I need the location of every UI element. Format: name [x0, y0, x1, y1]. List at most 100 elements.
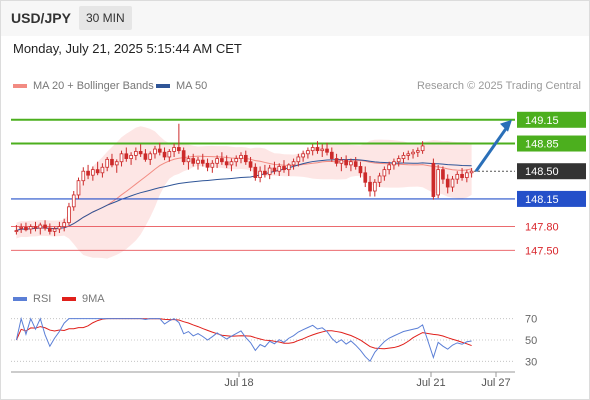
- candle-body: [445, 178, 450, 188]
- candle-body: [43, 224, 47, 229]
- candle-body: [172, 147, 176, 152]
- candle-body: [243, 154, 248, 163]
- candle-body: [119, 153, 124, 163]
- candle-body: [291, 161, 296, 166]
- forecast-arrow-head: [500, 119, 512, 132]
- candle-body: [57, 226, 62, 230]
- candle-body: [441, 169, 445, 180]
- candle-body: [177, 147, 181, 152]
- legend-9ma: 9MA: [62, 293, 105, 305]
- candle-body: [196, 159, 200, 164]
- resistance-label-box: [517, 135, 586, 152]
- legend-bollinger-label: MA 20 + Bollinger Bands: [33, 80, 154, 92]
- candle-body: [358, 166, 363, 174]
- rsi-tick-label: 50: [525, 335, 537, 347]
- x-tick-label: Jul 18: [224, 377, 253, 389]
- candle-body: [253, 166, 258, 178]
- candle-body: [181, 150, 186, 163]
- candle-body: [363, 172, 368, 183]
- candle-body: [38, 224, 43, 229]
- ma50-swatch: [156, 84, 170, 88]
- pair-title: USD/JPY: [11, 10, 71, 26]
- candle-body: [420, 145, 425, 152]
- ma50-line: [16, 159, 472, 232]
- candle-body: [14, 230, 19, 232]
- candle-body: [382, 169, 387, 177]
- candle-body: [368, 181, 372, 192]
- candle-body: [406, 153, 411, 156]
- minor-support-label: 147.80: [525, 222, 559, 234]
- candle-body: [455, 173, 460, 180]
- candle-body: [450, 178, 455, 188]
- candle-body: [263, 170, 267, 175]
- candle-body: [401, 154, 406, 159]
- legend-rsi-label: RSI: [33, 293, 52, 305]
- candle-body: [138, 151, 143, 155]
- rsi-line: [15, 316, 472, 363]
- candle-body: [124, 153, 129, 159]
- support-label-box: [517, 190, 586, 207]
- candle-body: [258, 170, 262, 178]
- candle-body: [248, 161, 253, 168]
- ma9-swatch: [62, 297, 76, 301]
- candle-body: [415, 150, 420, 153]
- candle-body: [296, 156, 301, 163]
- candle-body: [215, 158, 219, 164]
- candle-body: [148, 153, 153, 160]
- candle-body: [91, 169, 95, 176]
- candle-body: [62, 222, 67, 228]
- candle-body: [411, 151, 415, 155]
- rsi-swatch: [13, 297, 27, 301]
- legend-rsi: RSI: [13, 293, 51, 305]
- candle-body: [200, 159, 205, 164]
- legend-ma50: MA 50: [156, 80, 207, 92]
- candle-body: [186, 158, 191, 163]
- candle-body: [76, 180, 81, 196]
- resistance-label-box: [517, 111, 586, 128]
- timestamp: Monday, July 21, 2025 5:15:44 AM CET: [13, 41, 242, 56]
- candle-body: [377, 175, 382, 183]
- candle-body: [396, 158, 401, 163]
- candle-body: [344, 159, 348, 166]
- candle-body: [315, 147, 320, 152]
- candle-body: [464, 172, 469, 178]
- candle-body: [286, 164, 291, 171]
- candle-body: [134, 151, 138, 156]
- candle-body: [157, 148, 162, 153]
- rsi-tick-label: 70: [525, 314, 537, 326]
- candle-body: [19, 226, 24, 229]
- candle-body: [33, 226, 38, 229]
- candle-body: [67, 206, 71, 224]
- candle-body: [48, 227, 52, 232]
- timeframe-badge[interactable]: 30 MIN: [79, 6, 132, 30]
- rsi-9ma-line: [15, 318, 472, 350]
- resistance-label: 148.85: [525, 139, 559, 151]
- candle-body: [306, 150, 310, 155]
- candle-body: [229, 161, 234, 166]
- candle-body: [387, 164, 391, 171]
- candle-body: [460, 173, 464, 178]
- candle-body: [114, 161, 119, 166]
- forecast-arrow: [474, 124, 510, 173]
- candle-body: [210, 162, 215, 168]
- candle-body: [436, 169, 440, 196]
- candle-body: [372, 181, 377, 192]
- candle-body: [272, 167, 277, 172]
- candle-body: [105, 158, 110, 168]
- candle-body: [301, 153, 305, 158]
- candle-body: [71, 194, 76, 208]
- candle-body: [153, 148, 157, 155]
- candle-body: [334, 158, 339, 164]
- support-label: 148.15: [525, 194, 559, 206]
- current-price-label: 148.50: [525, 166, 559, 178]
- candle-body: [329, 151, 334, 159]
- candle-body: [143, 153, 148, 160]
- candle-body: [282, 166, 286, 171]
- candle-body: [28, 226, 33, 230]
- candle-body: [310, 147, 315, 152]
- candle-body: [52, 228, 57, 232]
- candle-body: [191, 158, 196, 164]
- x-tick-label: Jul 27: [481, 377, 510, 389]
- legend-9ma-label: 9MA: [82, 293, 105, 305]
